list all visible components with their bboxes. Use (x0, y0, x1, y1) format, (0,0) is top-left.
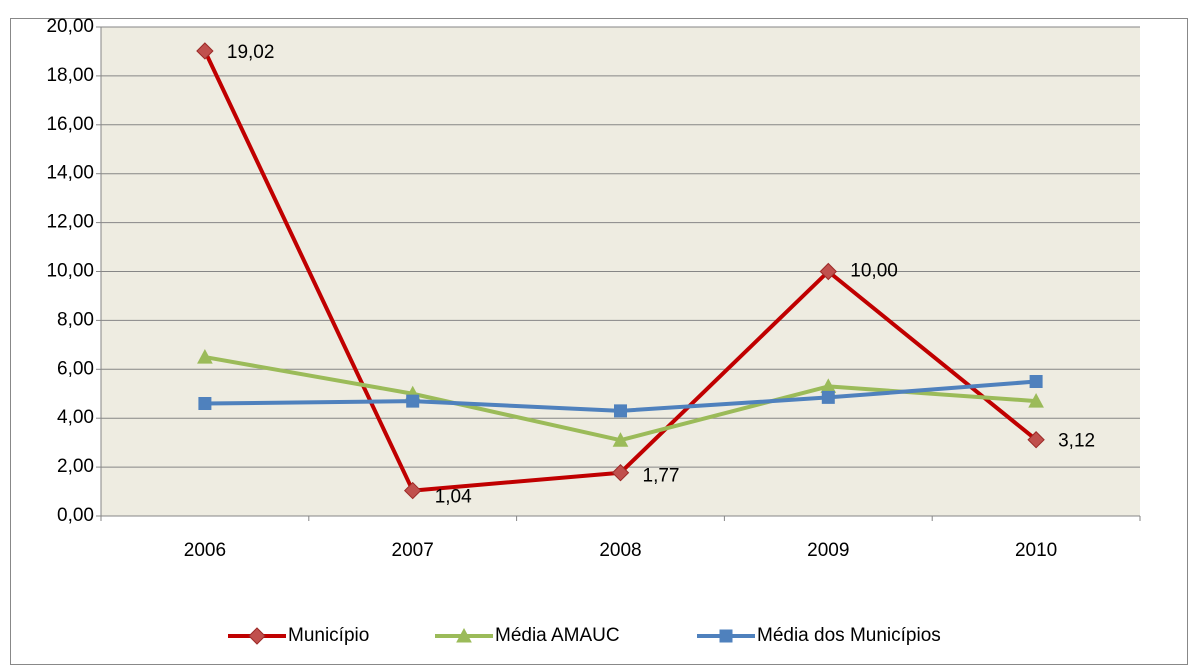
diamond-marker (819, 262, 838, 281)
data-label: 19,02 (227, 42, 275, 63)
y-tick-label: 18,00 (46, 65, 94, 86)
square-marker (821, 390, 835, 404)
triangle-marker (1028, 393, 1044, 408)
square-marker (1029, 375, 1043, 389)
x-tick-label: 2009 (807, 540, 849, 561)
y-tick-label: 6,00 (57, 358, 94, 379)
y-tick-label: 4,00 (57, 407, 94, 428)
square-marker (198, 397, 212, 411)
x-tick-label: 2008 (599, 540, 641, 561)
legend-label: Município (288, 625, 369, 646)
y-tick-label: 8,00 (57, 309, 94, 330)
diamond-marker (611, 464, 630, 482)
y-tick-label: 20,00 (46, 16, 94, 37)
y-tick-label: 2,00 (57, 456, 94, 477)
y-tick-label: 14,00 (46, 163, 94, 184)
y-tick-label: 12,00 (46, 212, 94, 233)
x-tick-label: 2006 (184, 540, 226, 561)
legend-label: Média AMAUC (495, 625, 620, 646)
diamond-marker (1027, 431, 1045, 449)
x-tick-label: 2010 (1015, 540, 1057, 561)
legend-label: Média dos Municípios (757, 625, 941, 646)
square-marker (614, 404, 627, 418)
y-tick-label: 10,00 (46, 261, 94, 282)
diamond-marker (196, 42, 214, 60)
data-label: 10,00 (850, 261, 898, 282)
square-marker (719, 629, 733, 643)
triangle-marker (612, 432, 629, 447)
triangle-marker (456, 627, 472, 643)
data-label: 3,12 (1058, 431, 1095, 452)
diamond-marker (248, 627, 266, 645)
y-tick-label: 16,00 (46, 114, 94, 135)
x-tick-label: 2007 (392, 540, 434, 561)
diamond-marker (403, 481, 422, 500)
square-marker (406, 394, 420, 408)
data-label: 1,77 (643, 466, 680, 487)
triangle-marker (197, 349, 213, 364)
data-label: 1,04 (435, 487, 472, 508)
y-tick-label: 0,00 (57, 505, 94, 526)
